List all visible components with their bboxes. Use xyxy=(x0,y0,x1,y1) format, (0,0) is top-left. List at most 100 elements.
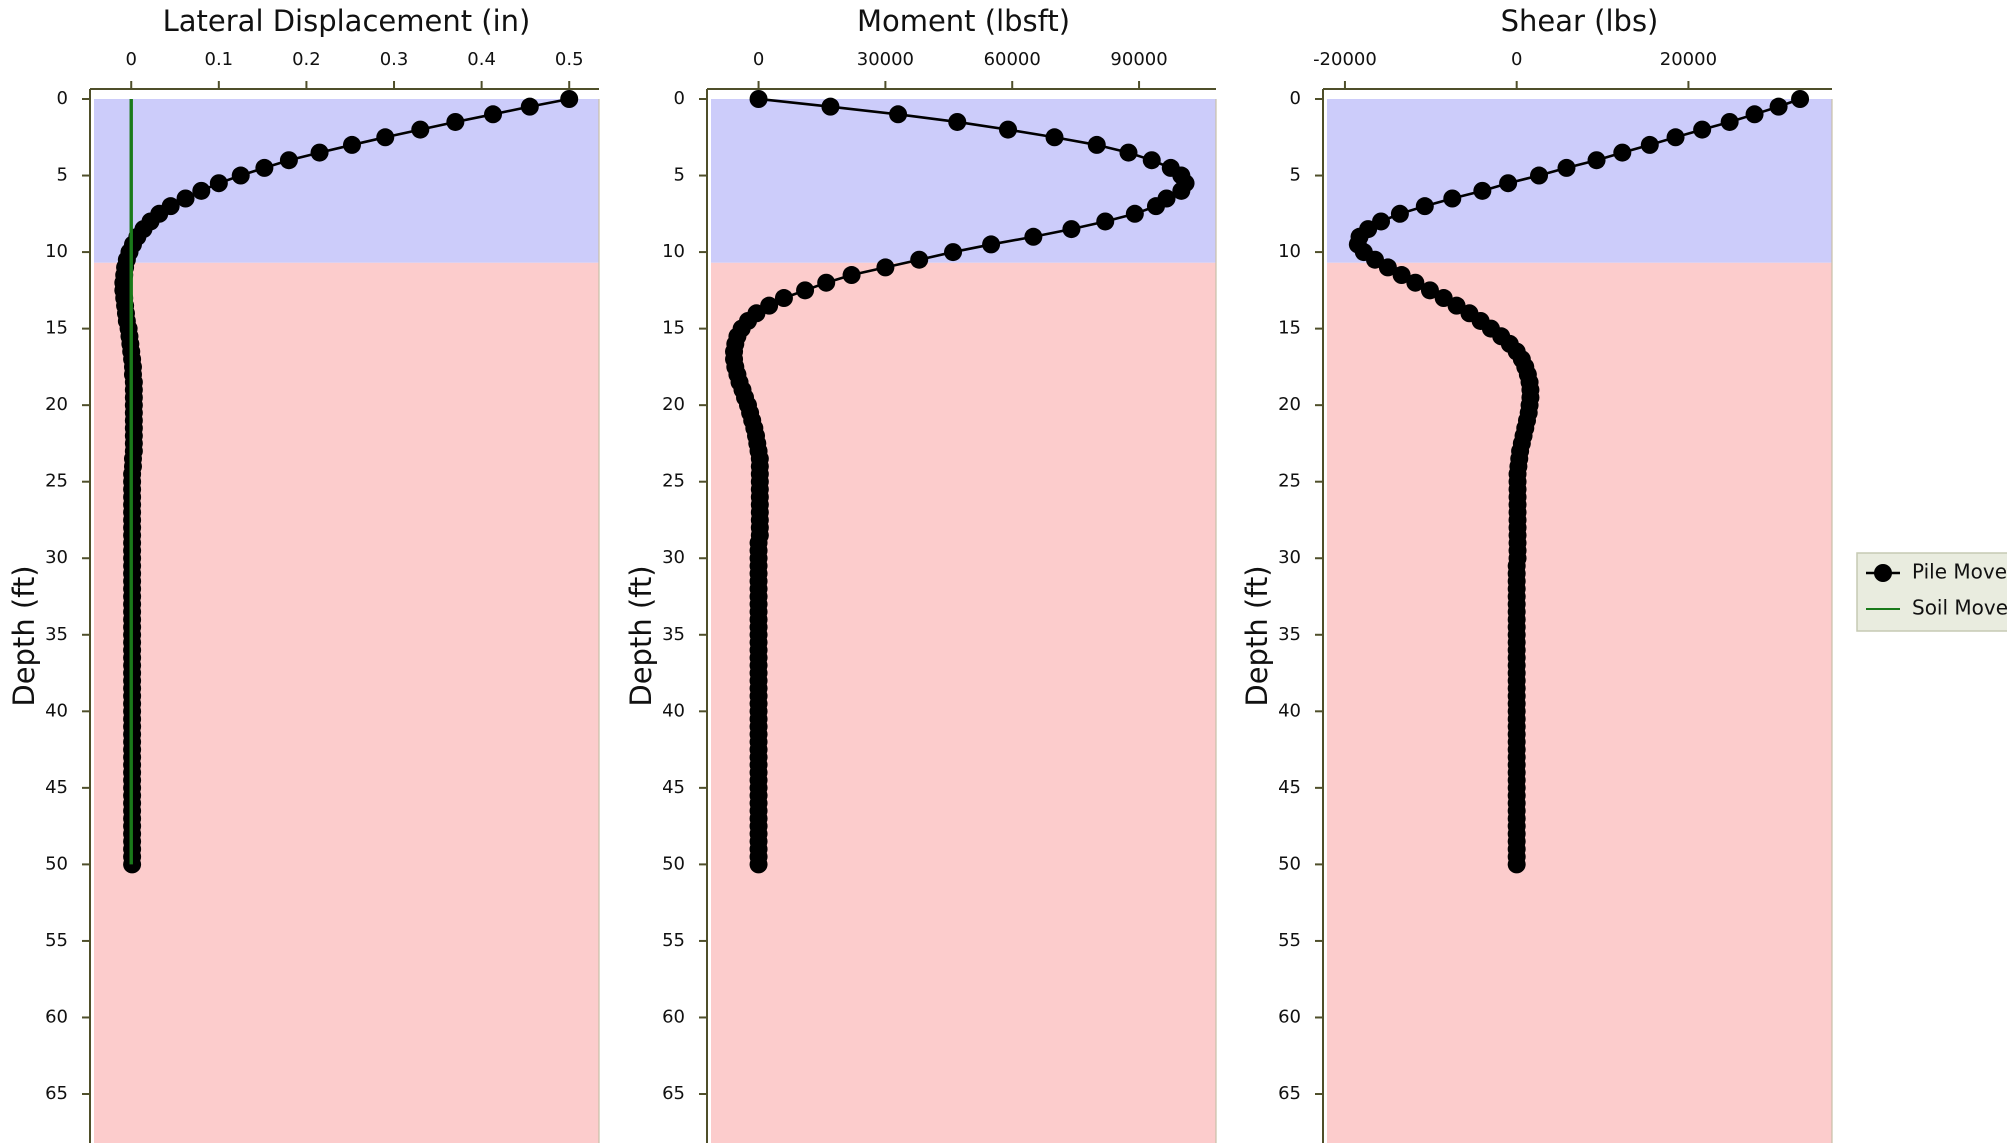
data-point xyxy=(520,97,539,116)
chart-title: Shear (lbs) xyxy=(1501,4,1659,38)
y-tick-label: 0 xyxy=(1290,88,1301,109)
y-tick-label: 60 xyxy=(662,1006,685,1027)
y-tick-label: 55 xyxy=(1278,930,1301,951)
y-tick-label: 25 xyxy=(1278,471,1301,492)
data-point xyxy=(279,151,298,170)
data-point xyxy=(1530,166,1549,185)
y-tick-label: 35 xyxy=(662,624,685,645)
x-tick-label: 30000 xyxy=(857,49,914,70)
y-tick-label: 0 xyxy=(57,88,68,109)
data-point xyxy=(1119,143,1138,162)
data-point xyxy=(255,158,274,177)
data-point xyxy=(1613,143,1632,162)
data-point xyxy=(1087,135,1106,154)
x-tick-label: 90000 xyxy=(1110,49,1167,70)
data-point xyxy=(796,281,815,300)
x-tick-label: 0 xyxy=(126,49,137,70)
data-point xyxy=(1640,135,1659,154)
data-point xyxy=(749,90,768,108)
y-axis-label: Depth (ft) xyxy=(7,565,41,706)
legend-label: Soil Move xyxy=(1912,596,2007,620)
data-point xyxy=(817,273,836,292)
data-point xyxy=(342,135,361,154)
y-tick-label: 15 xyxy=(1278,318,1301,339)
data-point xyxy=(944,243,963,262)
y-tick-label: 40 xyxy=(662,700,685,721)
legend-box xyxy=(1856,552,2007,632)
x-tick-label: 0.2 xyxy=(292,49,321,70)
x-tick-label: 0.3 xyxy=(380,49,409,70)
y-tick-label: 50 xyxy=(45,853,68,874)
y-tick-label: 65 xyxy=(662,1083,685,1104)
chart-title: Moment (lbsft) xyxy=(857,4,1070,38)
data-point xyxy=(889,105,908,124)
y-tick-label: 10 xyxy=(1278,241,1301,262)
y-tick-label: 40 xyxy=(45,700,68,721)
data-point xyxy=(1720,112,1739,131)
x-tick-label: -20000 xyxy=(1313,49,1377,70)
data-point xyxy=(209,174,228,193)
y-tick-label: 15 xyxy=(662,318,685,339)
data-point xyxy=(876,258,895,277)
data-point xyxy=(1415,197,1434,216)
data-point xyxy=(1420,281,1439,300)
y-tick-label: 45 xyxy=(45,777,68,798)
data-point xyxy=(560,90,579,108)
data-point xyxy=(1499,174,1518,193)
y-tick-label: 60 xyxy=(1278,1006,1301,1027)
y-tick-label: 30 xyxy=(662,547,685,568)
x-tick-label: 60000 xyxy=(984,49,1041,70)
y-tick-label: 45 xyxy=(1278,777,1301,798)
legend: Pile Move Soil Move xyxy=(1856,552,2007,632)
soil-layer xyxy=(1327,262,1832,1143)
legend-pile-marker xyxy=(1874,564,1892,582)
y-tick-label: 30 xyxy=(1278,547,1301,568)
chart-title: Lateral Displacement (in) xyxy=(163,4,531,38)
x-tick-label: 20000 xyxy=(1660,49,1717,70)
y-tick-label: 10 xyxy=(662,241,685,262)
y-tick-label: 5 xyxy=(674,165,685,186)
data-point xyxy=(1146,197,1165,216)
data-point xyxy=(842,266,861,285)
data-point xyxy=(1142,151,1161,170)
data-point xyxy=(1378,258,1397,277)
x-tick-label: 0.5 xyxy=(555,49,584,70)
y-tick-label: 50 xyxy=(1278,853,1301,874)
data-point xyxy=(446,112,465,131)
data-point xyxy=(1587,151,1606,170)
soil-layer xyxy=(94,99,599,263)
data-point xyxy=(982,235,1001,254)
y-tick-label: 10 xyxy=(45,241,68,262)
y-tick-label: 20 xyxy=(1278,394,1301,415)
y-tick-label: 15 xyxy=(45,318,68,339)
data-point xyxy=(1507,855,1526,874)
soil-layer xyxy=(711,262,1216,1143)
y-tick-label: 35 xyxy=(1278,624,1301,645)
soil-layer xyxy=(94,262,599,1143)
data-point xyxy=(1666,128,1685,147)
y-tick-label: 45 xyxy=(662,777,685,798)
legend-label: Pile Move xyxy=(1912,560,2007,584)
data-point xyxy=(948,112,967,131)
data-point xyxy=(1172,181,1191,200)
data-point xyxy=(192,181,211,200)
data-point xyxy=(1557,158,1576,177)
data-point xyxy=(1443,189,1462,208)
y-tick-label: 50 xyxy=(662,853,685,874)
data-point xyxy=(310,143,329,162)
y-tick-label: 25 xyxy=(45,471,68,492)
y-tick-label: 0 xyxy=(674,88,685,109)
data-point xyxy=(1392,266,1411,285)
data-point xyxy=(1045,128,1064,147)
y-tick-label: 55 xyxy=(45,930,68,951)
data-point xyxy=(176,189,195,208)
data-point xyxy=(1745,105,1764,124)
data-point xyxy=(749,855,768,874)
y-tick-label: 60 xyxy=(45,1006,68,1027)
data-point xyxy=(484,105,503,124)
y-tick-label: 5 xyxy=(1290,165,1301,186)
x-tick-label: 0.4 xyxy=(467,49,496,70)
data-point xyxy=(376,128,395,147)
